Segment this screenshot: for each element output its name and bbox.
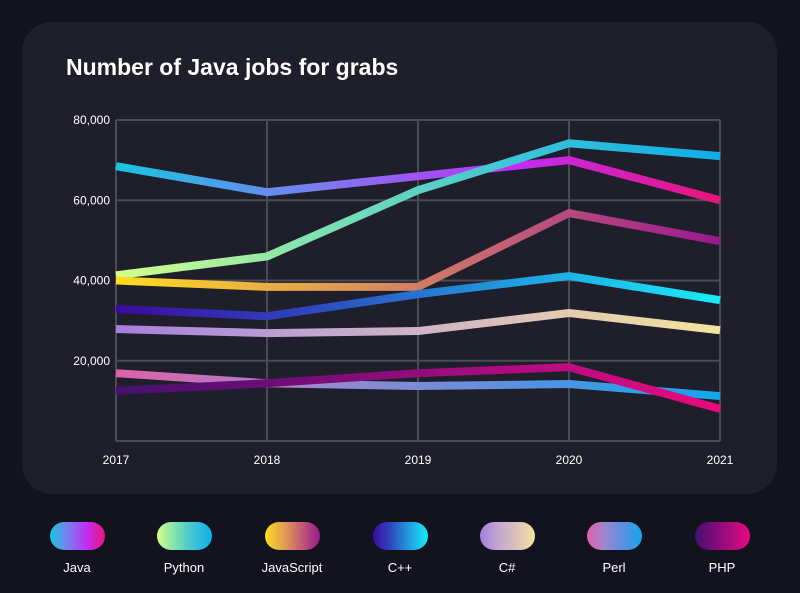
legend-item: Python (139, 522, 229, 575)
legend-swatch (694, 522, 750, 550)
legend-label: Python (163, 560, 205, 575)
legend-item: C++ (355, 522, 445, 575)
x-tick-label: 2021 (707, 453, 734, 467)
legend-swatch (156, 522, 212, 550)
series-line-java (115, 156, 722, 205)
legend-item: Java (32, 522, 122, 575)
x-tick-label: 2017 (103, 453, 130, 467)
series-line-javascript (115, 209, 721, 291)
legend-swatch (479, 522, 535, 550)
legend-label: Perl (602, 560, 626, 575)
series-line-python (115, 139, 721, 280)
x-tick-label: 2020 (556, 453, 583, 467)
legend-label: Java (63, 560, 91, 575)
legend-label: C# (498, 560, 516, 575)
y-tick-label: 40,000 (73, 274, 110, 288)
series-line-csharp (115, 309, 721, 338)
x-tick-label: 2019 (405, 453, 432, 467)
series-line-cpp (115, 272, 721, 321)
chart-title: Number of Java jobs for grabs (66, 54, 399, 80)
y-tick-label: 60,000 (73, 193, 110, 207)
legend-swatch (264, 522, 320, 550)
legend: Java Python JavaScript C++ C# Perl PHP (0, 522, 800, 582)
y-tick-label: 20,000 (73, 354, 110, 368)
chart-card (22, 22, 777, 494)
legend-label: PHP (708, 560, 736, 575)
legend-item: JavaScript (247, 522, 337, 575)
legend-item: PHP (677, 522, 767, 575)
legend-label: JavaScript (261, 560, 323, 575)
series-line-perl (115, 369, 721, 401)
y-tick-label: 80,000 (73, 113, 110, 127)
legend-swatch (586, 522, 642, 550)
legend-item: C# (462, 522, 552, 575)
legend-swatch (372, 522, 428, 550)
x-tick-label: 2018 (254, 453, 281, 467)
legend-label: C++ (387, 560, 413, 575)
legend-swatch (49, 522, 105, 550)
series-line-php (115, 363, 722, 413)
legend-item: Perl (569, 522, 659, 575)
